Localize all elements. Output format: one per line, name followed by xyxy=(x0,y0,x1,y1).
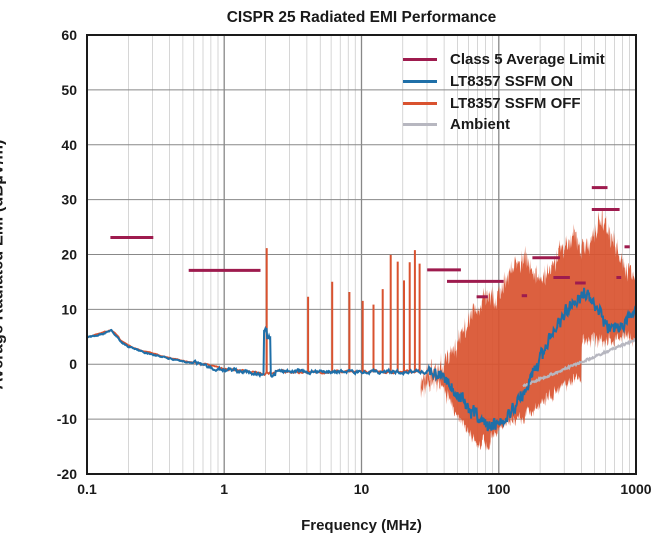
svg-text:100: 100 xyxy=(487,481,511,497)
svg-text:1: 1 xyxy=(220,481,228,497)
svg-text:0.1: 0.1 xyxy=(77,481,97,497)
svg-text:0: 0 xyxy=(69,356,77,372)
svg-text:-20: -20 xyxy=(57,466,77,482)
svg-text:-10: -10 xyxy=(57,411,77,427)
svg-text:20: 20 xyxy=(61,247,77,263)
svg-text:10: 10 xyxy=(61,301,77,317)
svg-text:10: 10 xyxy=(354,481,370,497)
svg-text:60: 60 xyxy=(61,27,77,43)
svg-text:30: 30 xyxy=(61,192,77,208)
svg-text:40: 40 xyxy=(61,137,77,153)
svg-text:1000: 1000 xyxy=(620,481,651,497)
svg-text:50: 50 xyxy=(61,82,77,98)
